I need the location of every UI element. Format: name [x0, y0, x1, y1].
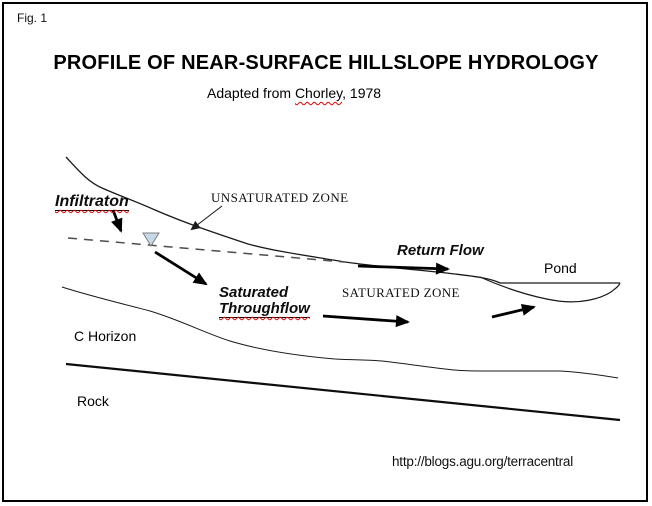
saturated-zone-label: SATURATED ZONE — [342, 285, 460, 300]
figure-title: PROFILE OF NEAR-SURFACE HILLSLOPE HYDROL… — [53, 52, 599, 74]
source-url: http://blogs.agu.org/terracentral — [392, 454, 574, 469]
unsaturated-zone-label: UNSATURATED ZONE — [211, 190, 349, 205]
rock-label: Rock — [77, 393, 109, 409]
saturated-throughflow-diagonal-arrow — [154, 250, 208, 286]
infiltration-label: Infiltraton — [55, 193, 129, 211]
return-flow-label: Return Flow — [397, 242, 484, 259]
infiltration-arrow — [111, 209, 123, 233]
saturated-throughflow-line1: Saturated — [219, 284, 289, 301]
rock-boundary-line — [65, 362, 621, 422]
water-table-triangle-icon — [142, 232, 160, 247]
ground-surface-line — [65, 156, 501, 284]
return-flow-arrow — [357, 262, 450, 275]
subtitle-author-misspell-squiggle: Chorley — [294, 85, 343, 101]
unsaturated-zone-pointer-arrow — [190, 205, 223, 231]
subtitle-prefix: Adapted from — [207, 85, 295, 101]
subtitle-year: , 1978 — [342, 85, 382, 101]
c-horizon-boundary-line — [61, 286, 619, 379]
c-horizon-label: C Horizon — [74, 328, 137, 344]
saturated-throughflow-label: Saturated Throughflow — [219, 284, 310, 318]
pond-label: Pond — [544, 260, 577, 276]
pond-basin-line — [479, 276, 621, 303]
saturated-throughflow-line2: Throughflow — [219, 300, 310, 318]
water-table-dashed-line — [67, 237, 345, 263]
figure-subtitle: Adapted from Chorley, 1978 — [207, 85, 381, 101]
figure-number: Fig. 1 — [17, 11, 48, 25]
figure-border — [2, 2, 648, 502]
infiltration-label-text: Infiltraton — [55, 193, 129, 211]
saturated-throughflow-horizontal-arrow — [322, 314, 410, 328]
flow-to-pond-arrow — [491, 303, 536, 319]
